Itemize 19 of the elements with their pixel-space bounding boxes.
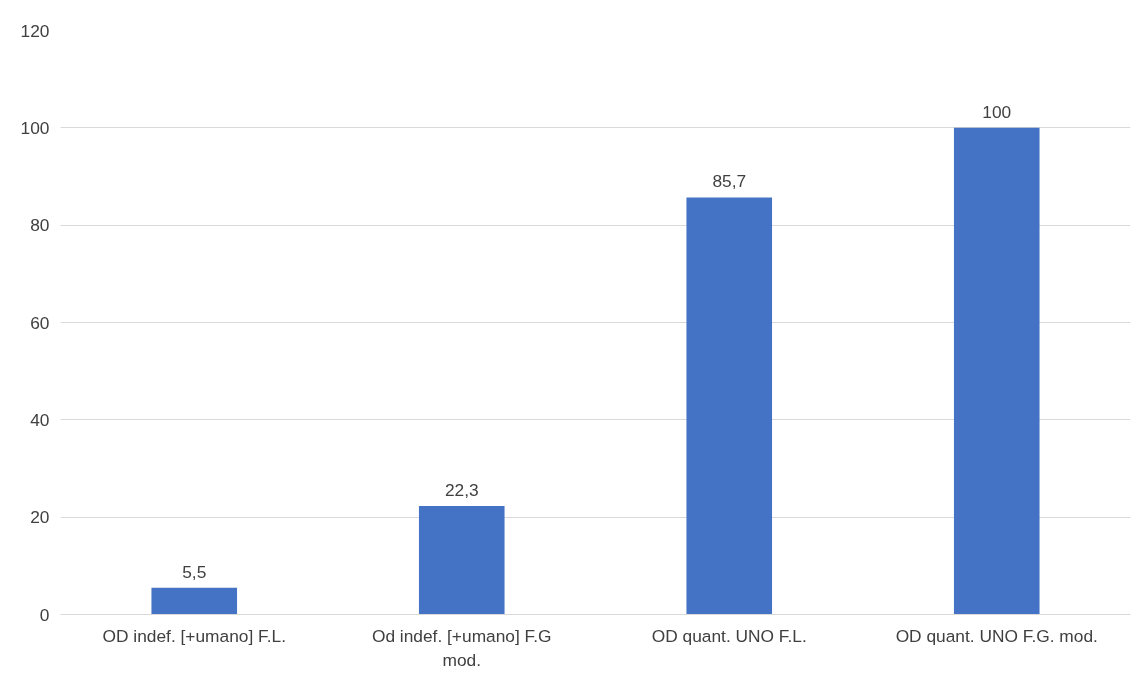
x-tick-label: OD quant. UNO F.L.	[651, 625, 807, 646]
data-label: 5,5	[182, 561, 207, 582]
data-label: 100	[982, 101, 1012, 122]
y-tick-label: 120	[20, 20, 50, 41]
y-tick-label: 0	[39, 604, 50, 625]
y-tick-label: 100	[20, 117, 50, 138]
y-tick-label: 20	[30, 507, 50, 528]
y-tick-label: 40	[30, 409, 50, 430]
bar	[686, 197, 773, 615]
data-label: 22,3	[444, 479, 479, 500]
bar	[418, 505, 505, 615]
y-tick-label: 80	[30, 215, 50, 236]
bar	[953, 127, 1040, 615]
data-label: 85,7	[712, 171, 747, 192]
x-tick-label: Od indef. [+umano] F.G mod.	[371, 625, 552, 670]
x-tick-label: OD indef. [+umano] F.L.	[102, 625, 287, 646]
bar	[151, 587, 238, 615]
y-tick-label: 60	[30, 312, 50, 333]
x-tick-label: OD quant. UNO F.G. mod.	[895, 625, 1098, 646]
